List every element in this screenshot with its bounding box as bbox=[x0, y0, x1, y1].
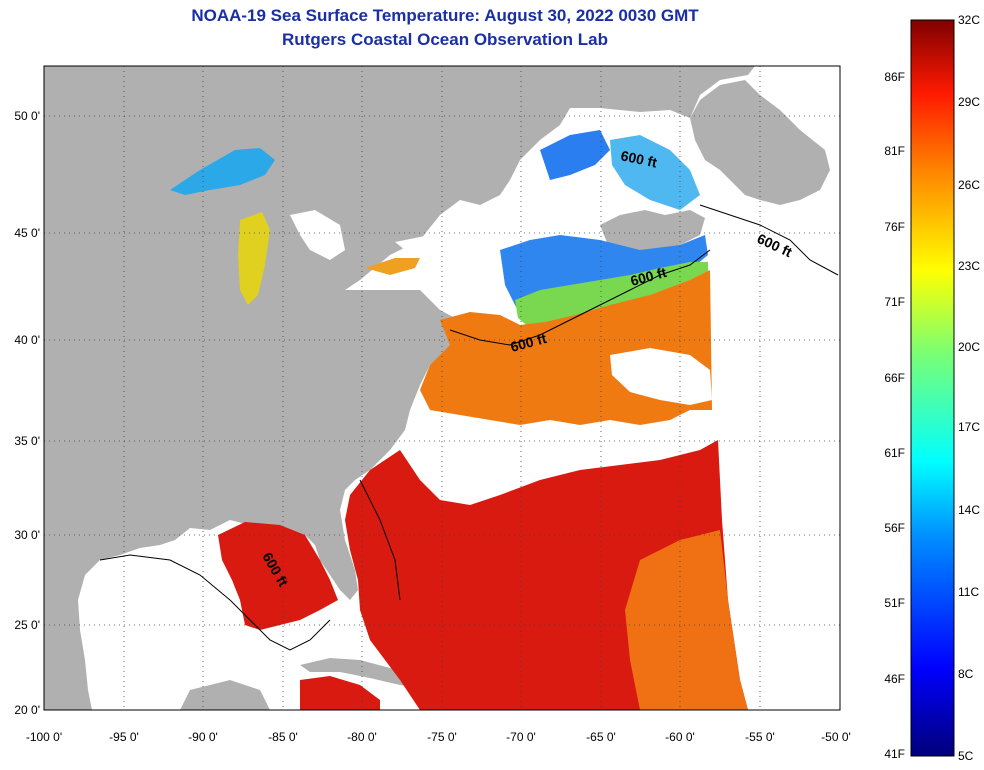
lon-label: -50 0' bbox=[821, 730, 851, 744]
colorbar-f-label: 71F bbox=[884, 295, 905, 309]
contour-label-1: 600 ft bbox=[619, 147, 658, 170]
map-frame bbox=[43, 65, 841, 711]
lat-label: 40 0' bbox=[14, 333, 40, 347]
map-subtitle: Rutgers Coastal Ocean Observation Lab bbox=[282, 30, 608, 49]
sst-gulf-st-lawrence bbox=[610, 135, 700, 210]
land-us-southeast bbox=[44, 290, 480, 710]
lon-label: -55 0' bbox=[745, 730, 775, 744]
colorbar-f-label: 41F bbox=[884, 747, 905, 761]
colorbar-f-label: 51F bbox=[884, 596, 905, 610]
colorbar-f-label: 46F bbox=[884, 672, 905, 686]
colorbar-c-label: 5C bbox=[958, 749, 974, 763]
colorbar-f-label: 61F bbox=[884, 446, 905, 460]
lon-label: -85 0' bbox=[268, 730, 298, 744]
lon-label: -100 0' bbox=[26, 730, 62, 744]
lon-label: -65 0' bbox=[586, 730, 616, 744]
lat-label: 20 0' bbox=[14, 703, 40, 717]
lat-label: 45 0' bbox=[14, 226, 40, 240]
sst-caribbean-warm bbox=[300, 676, 380, 710]
isobath-600ft bbox=[99, 204, 839, 651]
land-nova-scotia bbox=[600, 210, 705, 255]
colorbar-c-label: 29C bbox=[958, 95, 980, 109]
sst-east-orange bbox=[625, 530, 748, 710]
sst-shelf-green bbox=[515, 262, 708, 328]
colorbar-fahrenheit-labels: 86F 81F 76F 71F 66F 61F 56F 51F 46F 41F bbox=[884, 70, 905, 761]
colorbar-c-label: 8C bbox=[958, 667, 974, 681]
lake-michigan bbox=[238, 212, 270, 305]
land-north-america bbox=[44, 66, 755, 350]
lake-erie bbox=[365, 258, 420, 275]
colorbar-c-label: 20C bbox=[958, 340, 980, 354]
lake-huron bbox=[290, 210, 345, 260]
land-yucatan bbox=[180, 680, 270, 710]
lon-label: -95 0' bbox=[109, 730, 139, 744]
lake-superior bbox=[170, 148, 275, 195]
lat-label: 50 0' bbox=[14, 109, 40, 123]
lon-label: -60 0' bbox=[665, 730, 695, 744]
lake-ontario bbox=[395, 236, 440, 250]
map-title: NOAA-19 Sea Surface Temperature: August … bbox=[191, 6, 699, 25]
colorbar-c-label: 11C bbox=[958, 585, 979, 599]
lat-label: 35 0' bbox=[14, 434, 40, 448]
colorbar-c-label: 17C bbox=[958, 420, 980, 434]
lon-label: -70 0' bbox=[506, 730, 536, 744]
colorbar-c-label: 23C bbox=[958, 259, 980, 273]
lon-label: -80 0' bbox=[347, 730, 377, 744]
lon-label: -90 0' bbox=[188, 730, 218, 744]
sst-gulf-warm bbox=[218, 522, 338, 630]
colorbar-f-label: 56F bbox=[884, 521, 905, 535]
lat-label: 25 0' bbox=[14, 618, 40, 632]
colorbar-celsius-labels: 32C 29C 26C 23C 20C 17C 14C 11C 8C 5C bbox=[958, 13, 980, 763]
latitude-axis: 50 0' 45 0' 40 0' 35 0' 30 0' 25 0' 20 0… bbox=[14, 109, 40, 717]
longitude-axis: -100 0' -95 0' -90 0' -85 0' -80 0' -75 … bbox=[26, 730, 851, 744]
sst-cloud-offshore bbox=[610, 348, 712, 405]
colorbar-f-label: 86F bbox=[884, 70, 905, 84]
colorbar-f-label: 66F bbox=[884, 371, 905, 385]
colorbar-c-label: 26C bbox=[958, 178, 980, 192]
lat-label: 30 0' bbox=[14, 528, 40, 542]
colorbar bbox=[910, 19, 955, 757]
colorbar-f-label: 76F bbox=[884, 220, 905, 234]
lon-label: -75 0' bbox=[427, 730, 457, 744]
land-atlantic-canada bbox=[690, 80, 830, 205]
colorbar-c-label: 32C bbox=[958, 13, 980, 27]
sst-imagery bbox=[44, 66, 830, 710]
sst-st-lawrence-estuary bbox=[540, 130, 610, 180]
colorbar-f-label: 81F bbox=[884, 144, 905, 158]
colorbar-c-label: 14C bbox=[958, 503, 980, 517]
